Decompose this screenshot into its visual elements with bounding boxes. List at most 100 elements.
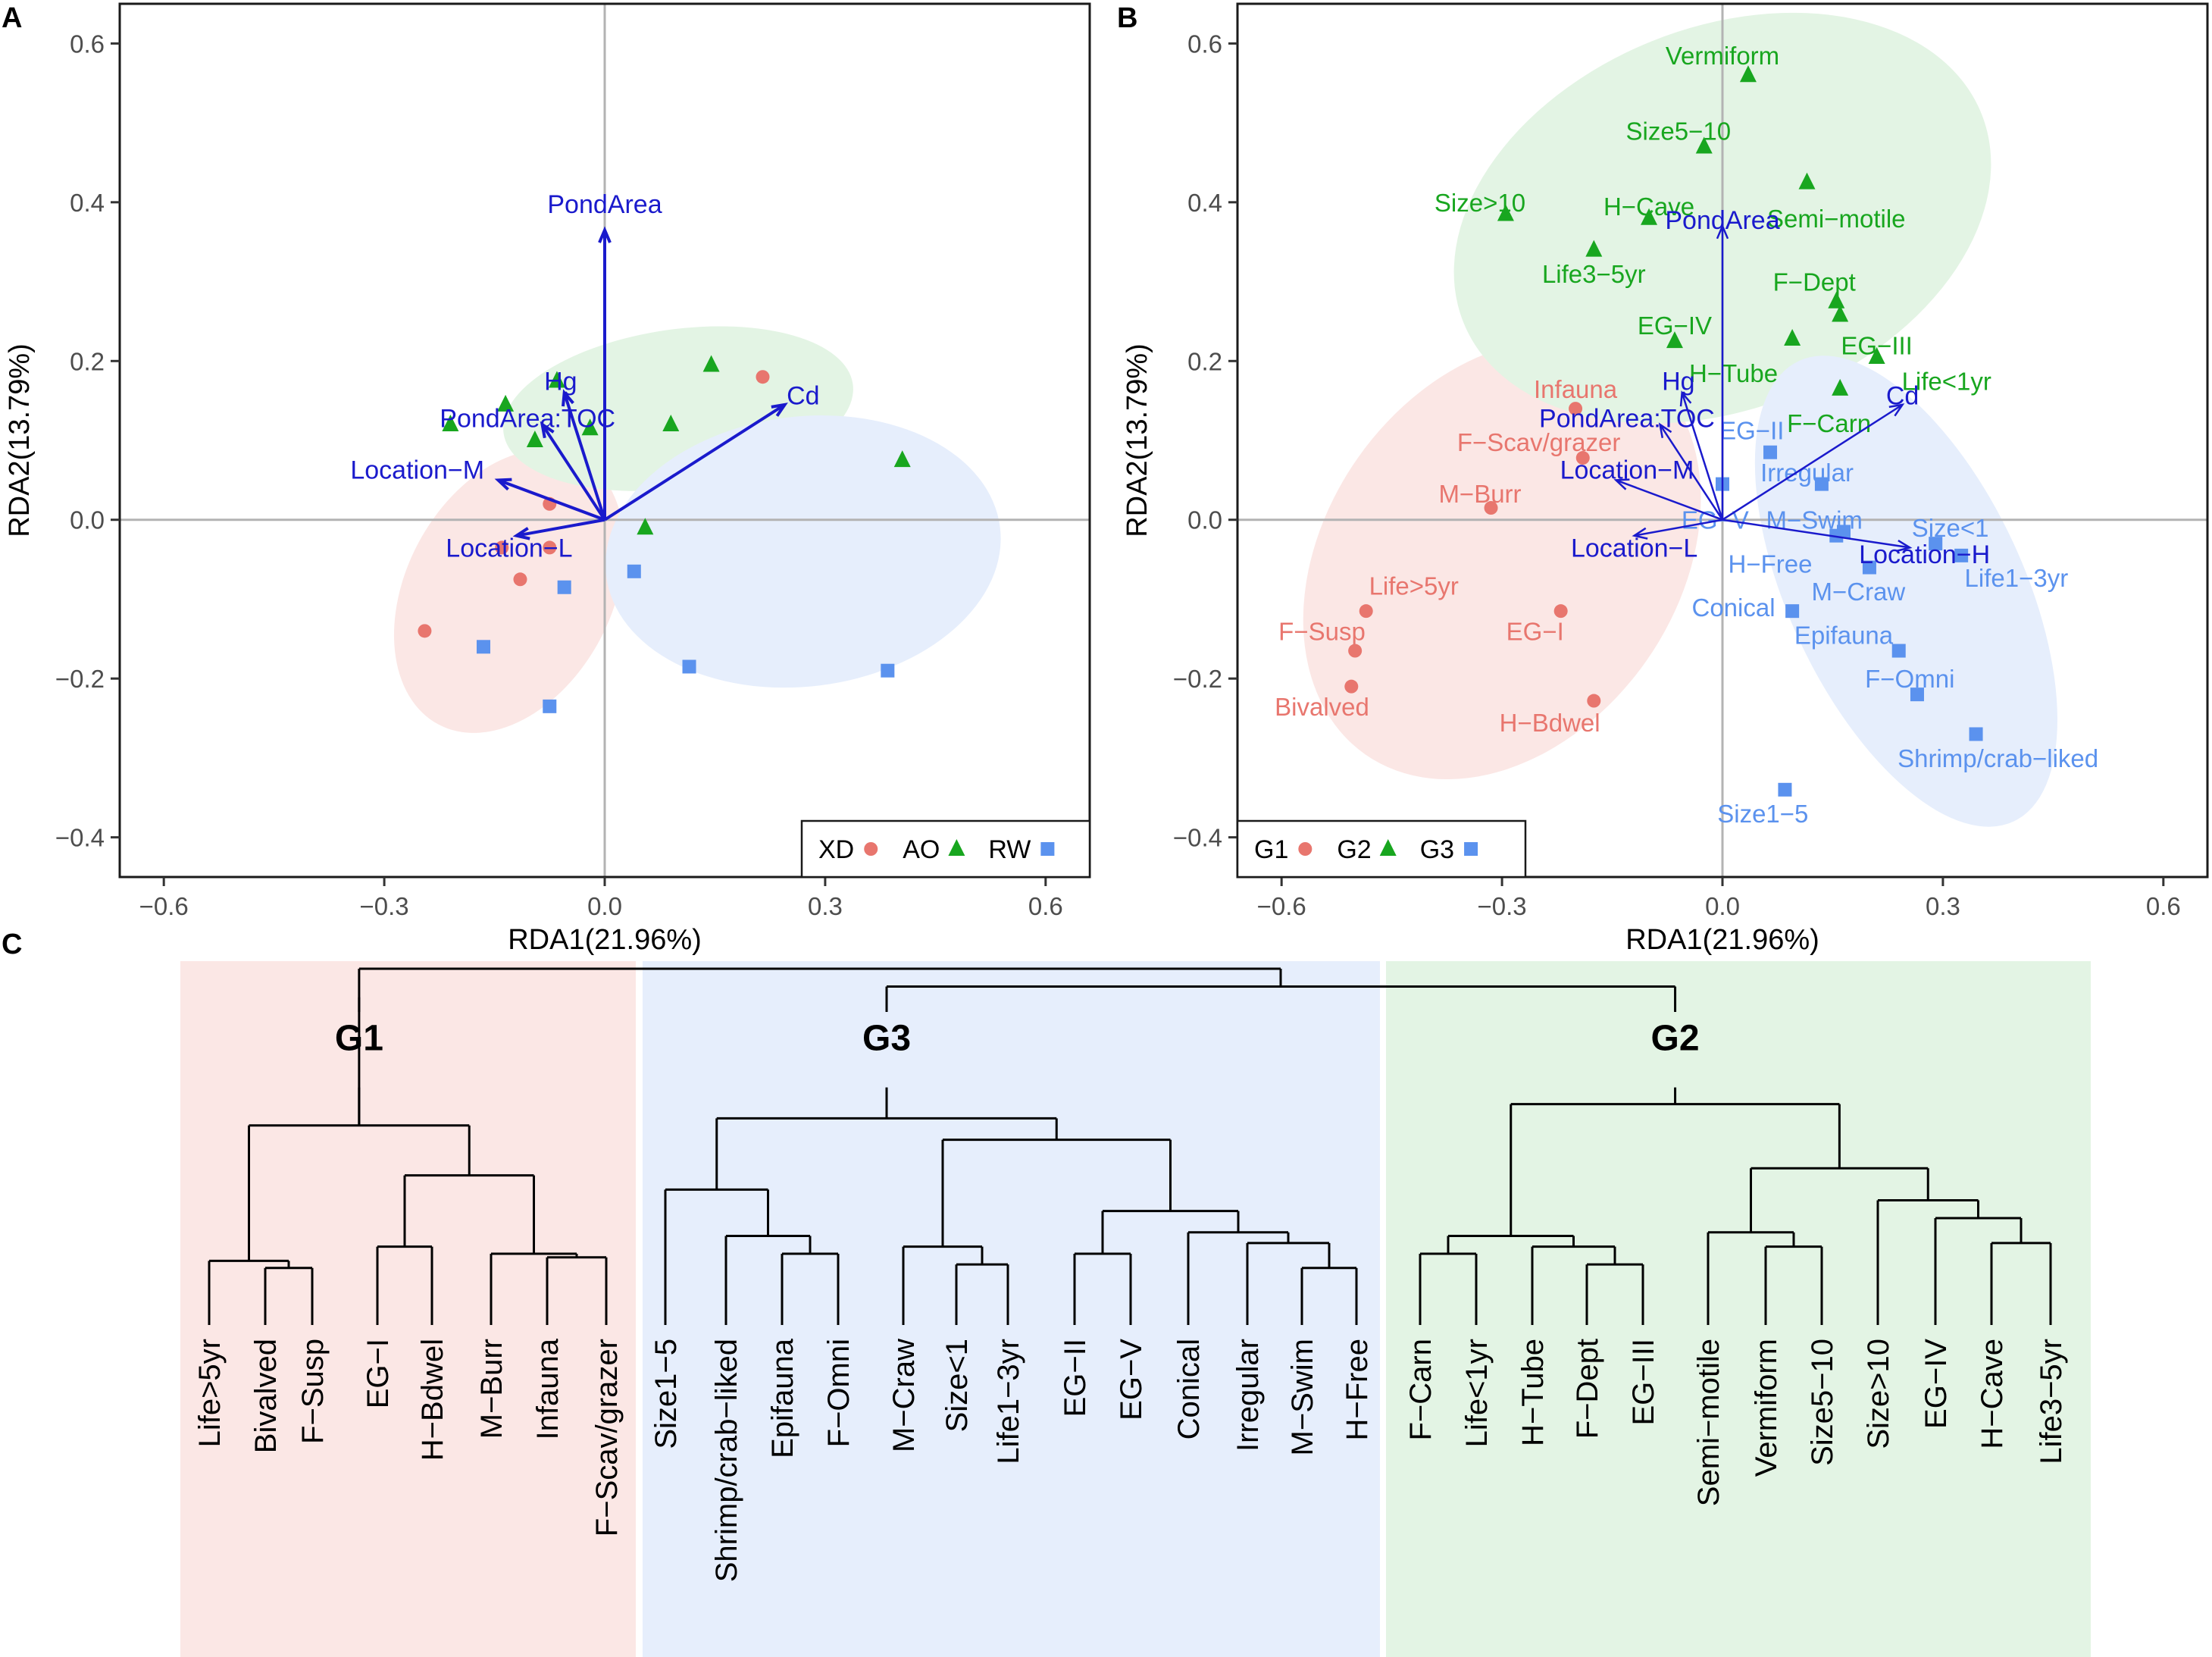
point-label: Epifauna [1794,622,1894,650]
point-label: H−Tube [1689,359,1778,387]
arrowhead-cd [1888,403,1905,417]
arrowhead-pondarea-toc [540,421,555,439]
point-g2 [1585,240,1603,257]
group-band-g1 [180,961,636,1657]
point-label: Size>10 [1435,189,1525,217]
arrowhead-pondarea [598,226,612,243]
leaf-label-eg-i: EG−I [361,1339,395,1408]
leaf-label-shrimp-crab-liked: Shrimp/crab−liked [710,1339,743,1582]
leaf-label-vermiform: Vermiform [1750,1339,1783,1477]
point-label: H−Cave [1603,193,1694,221]
point-label: Conical [1692,594,1776,622]
ellipse-g1 [1303,340,1701,780]
ellipse-rw [605,415,1001,688]
y-tick-label: 0.6 [1187,30,1222,58]
point-rw [627,564,641,578]
legend-marker-g2 [1379,839,1397,856]
points-b: Infauna F−Scav/grazer M−Burr Life>5yrF−Susp… [1275,42,2098,828]
leaf-label-semi-motile: Semi−motile [1692,1339,1725,1506]
x-axis-label-a: RDA1(21.96%) [508,924,702,956]
point-label: Size<1 [1912,514,1989,542]
panel-c-dendrogram: Life>5yr Bivalved F−Susp EG−I H−Bdwel M−Burr I… [180,961,2091,1657]
point-label: EG−I [1506,617,1564,645]
arrow-location-m [1615,479,1723,521]
point-xd [513,572,527,587]
arrow-label: Cd [1886,381,1919,410]
leaf-label-infauna: Infauna [531,1338,565,1439]
legend-a: XD AO RW [800,819,1091,879]
y-tick-label: 0.2 [1187,347,1222,375]
point-label: Semi−motile [1767,205,1905,233]
leaf-label-f-carn: F−Carn [1404,1339,1438,1441]
x-tick-label: 0.3 [1926,892,1960,920]
point-g3 [1785,604,1800,619]
arrow-label: PondArea:TOC [440,405,615,434]
point-ao [442,415,459,432]
point-g3 [1829,528,1844,543]
point-label: Irregular [1760,459,1854,487]
point-g2 [1784,328,1801,346]
arrowhead-location-m [494,478,512,491]
arrowhead-location-l [1632,527,1648,540]
leaf-label-m-swim: M−Swim [1286,1339,1319,1455]
point-g1 [1575,451,1590,465]
dendrogram-tree [208,967,2052,1325]
x-tick-label: −0.6 [139,892,189,920]
x-tick-label: −0.3 [360,892,409,920]
point-label: F−Susp [1278,617,1366,645]
point-label: Size5−10 [1626,117,1732,146]
y-axis-label-b: RDA2(13.79%) [1122,343,1153,537]
panel-a-scatter: PondArea Hg PondArea:TOC Location−M Location… [4,2,1091,956]
arrow-label: PondArea [1665,206,1779,235]
arrow-label: Location−L [446,534,572,562]
arrow-cd [603,403,786,522]
arrow-label: Hg [1662,367,1694,396]
arrow-label: Location−L [1571,534,1697,562]
point-ao [526,431,543,447]
arrow-hg [562,392,606,521]
point-ao [893,450,911,468]
legend-label: XD [818,835,854,864]
point-label: Vermiform [1666,42,1779,70]
point-ao [497,394,515,412]
legend-marker-g3 [1464,842,1478,856]
point-g2 [1798,172,1816,190]
y-tick-label: −0.4 [1173,824,1222,852]
leaf-label-irregular: Irregular [1231,1339,1265,1452]
legend-label: AO [903,835,940,864]
point-rw [881,663,895,678]
arrow-location-m [497,478,605,522]
point-label: M−Burr [1438,480,1521,508]
leaf-label-m-burr: M−Burr [475,1339,508,1439]
leaf-label-size-10: Size>10 [1862,1339,1895,1449]
leaf-label-epifauna: Epifauna [766,1338,799,1458]
leaf-label-conical: Conical [1172,1339,1206,1439]
point-label: M−Swim [1766,506,1862,534]
arrow-cd [1722,403,1904,521]
point-label: H−Bdwel [1500,709,1600,737]
legend-label: G2 [1337,835,1371,864]
legend-marker-g1 [1298,842,1312,856]
x-tick-label: −0.6 [1257,892,1306,920]
group-backgrounds [180,961,2091,1657]
leaf-label-life1-3yr: Life1−3yr [992,1339,1025,1464]
group-band-g3 [643,961,1380,1657]
leaf-label-life-1yr: Life<1yr [1460,1339,1494,1447]
legend-marker-rw [1040,842,1055,856]
x-tick-label: 0.6 [2146,892,2181,920]
y-tick-label: 0.4 [1187,189,1222,217]
y-tick-label: 0.0 [70,506,105,534]
arrow-label: PondArea [547,190,662,219]
x-tick-label: 0.0 [587,892,622,920]
group-label-g3: G3 [862,1018,911,1058]
point-g3 [1929,537,1943,551]
group-band-g2 [1386,961,2091,1657]
x-tick-label: 0.3 [808,892,843,920]
ellipse-g3 [1754,356,2058,827]
point-ao [581,418,599,436]
legend-marker-xd [864,842,878,856]
point-rw [543,699,557,713]
point-g1 [1553,604,1568,619]
x-tick-label: 0.6 [1028,892,1063,920]
dendrogram-leaf-labels: Life>5yr Bivalved F−Susp EG−I H−Bdwel M−Burr I… [193,1338,2068,1582]
